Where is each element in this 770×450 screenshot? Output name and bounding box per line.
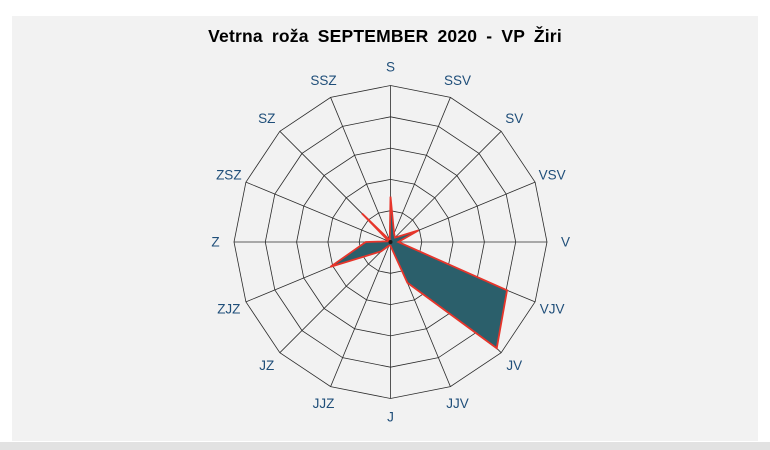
direction-label-ZJZ: ZJZ — [217, 301, 240, 316]
direction-label-SSZ: SSZ — [310, 73, 336, 88]
direction-label-JZ: JZ — [259, 358, 274, 373]
grid-spoke-SSV — [390, 97, 451, 243]
direction-label-SV: SV — [505, 111, 523, 126]
direction-label-VSV: VSV — [539, 168, 566, 183]
grid-spoke-ZSZ — [245, 181, 391, 243]
grid-spoke-JZ — [279, 241, 391, 353]
direction-label-SSV: SSV — [444, 73, 471, 88]
direction-label-JJZ: JJZ — [313, 396, 335, 411]
window-bottom-edge — [0, 442, 770, 450]
direction-label-SZ: SZ — [258, 111, 275, 126]
direction-label-Z: Z — [211, 235, 219, 250]
direction-label-V: V — [561, 235, 570, 250]
center-dot — [388, 240, 393, 244]
grid-spoke-SV — [390, 131, 502, 243]
grid-spoke-JJZ — [330, 241, 391, 387]
direction-label-JJV: JJV — [446, 396, 469, 411]
direction-label-VJV: VJV — [540, 301, 565, 316]
direction-label-J: J — [387, 410, 394, 425]
chart-title: Vetrna roža SEPTEMBER 2020 - VP Žiri — [208, 26, 562, 46]
direction-label-JV: JV — [506, 358, 522, 373]
grid-spoke-SSZ — [330, 97, 391, 243]
direction-label-ZSZ: ZSZ — [216, 168, 242, 183]
direction-label-S: S — [386, 60, 395, 75]
wind-rose-frequency-polygon — [329, 196, 509, 350]
